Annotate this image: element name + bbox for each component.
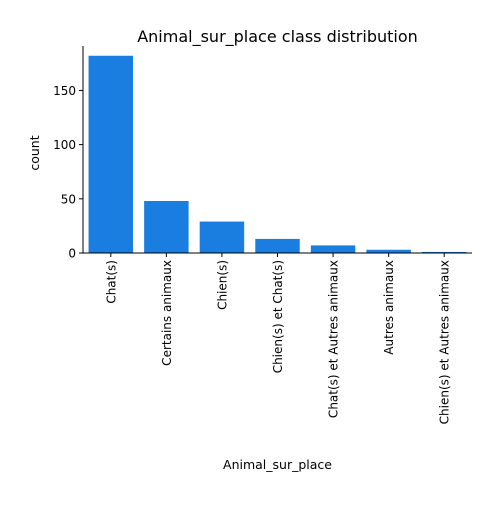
x-tick-label: Chien(s) et Autres animaux <box>438 260 452 424</box>
y-tick-label: 50 <box>61 192 76 206</box>
x-tick-label: Autres animaux <box>382 260 396 355</box>
y-axis-label: count <box>27 135 42 170</box>
x-axis-label: Animal_sur_place <box>223 457 332 472</box>
bar <box>144 200 189 253</box>
y-tick-label: 150 <box>53 84 76 98</box>
bar <box>310 245 356 253</box>
x-tick-label: Chat(s) et Autres animaux <box>327 260 341 418</box>
y-tick-label: 0 <box>68 247 76 261</box>
y-tick-label: 100 <box>53 138 76 152</box>
chart-title: Animal_sur_place class distribution <box>137 27 418 47</box>
bar <box>255 238 300 253</box>
x-tick-label: Certains animaux <box>160 260 174 366</box>
x-tick-label: Chien(s) et Chat(s) <box>271 260 285 373</box>
x-tick-label: Chien(s) <box>215 260 229 310</box>
bar <box>421 251 467 253</box>
x-tick-label: Chat(s) <box>104 260 118 304</box>
bar <box>366 249 411 253</box>
bar <box>88 55 134 254</box>
bar <box>199 221 245 253</box>
plot-area: 0 50 100 150 Chat(s) Certains animaux Chien(s)… <box>53 46 472 424</box>
